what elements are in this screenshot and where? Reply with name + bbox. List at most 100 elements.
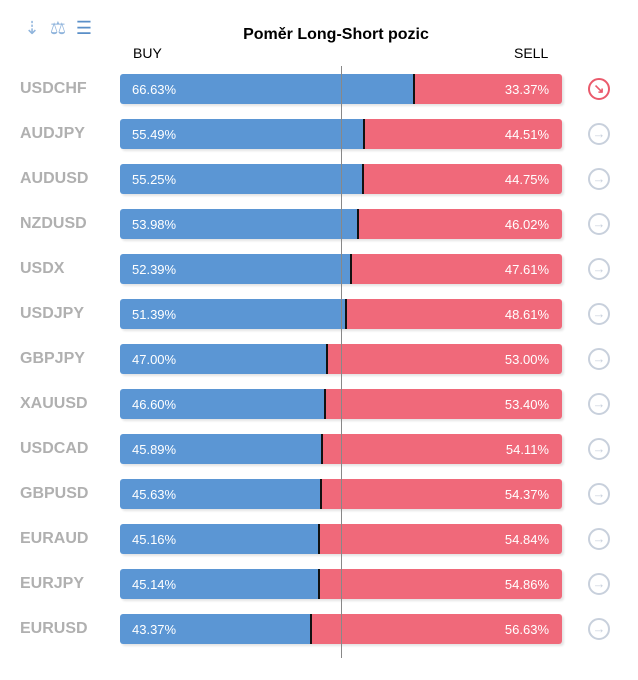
sell-value: 53.40%: [504, 397, 549, 412]
arrow-right-icon[interactable]: →: [588, 618, 610, 640]
sell-value: 46.02%: [504, 217, 549, 232]
arrow-right-icon[interactable]: →: [588, 528, 610, 550]
arrow-right-icon[interactable]: →: [588, 123, 610, 145]
arrow-right-icon[interactable]: →: [588, 573, 610, 595]
list-item[interactable]: AUDJPY 55.49% 44.51% →: [0, 119, 638, 149]
sort-amount-icon[interactable]: ☰: [75, 18, 93, 38]
symbol-label: USDCHF: [20, 80, 87, 97]
page-title: Poměr Long-Short pozic: [243, 26, 429, 43]
buy-header: BUY: [133, 45, 162, 61]
sell-segment: 53.00%: [327, 344, 562, 374]
arrow-right-icon[interactable]: →: [588, 438, 610, 460]
buy-value: 45.16%: [132, 532, 177, 547]
buy-value: 45.63%: [132, 487, 177, 502]
ratio-bar: 45.14% 54.86%: [120, 569, 562, 599]
buy-segment: 45.14%: [120, 569, 320, 599]
arrow-right-icon[interactable]: →: [588, 483, 610, 505]
sell-value: 54.37%: [504, 487, 549, 502]
symbol-label: NZDUSD: [20, 215, 87, 232]
sell-segment: 54.37%: [321, 479, 562, 509]
list-item[interactable]: USDCAD 45.89% 54.11% →: [0, 434, 638, 464]
list-item[interactable]: AUDUSD 55.25% 44.75% →: [0, 164, 638, 194]
buy-value: 55.25%: [132, 172, 177, 187]
sell-value: 47.61%: [504, 262, 549, 277]
sort-alpha-icon[interactable]: ⇣: [24, 18, 40, 38]
arrow-right-icon[interactable]: →: [588, 213, 610, 235]
arrow-right-icon[interactable]: →: [588, 258, 610, 280]
symbol-label: GBPJPY: [20, 350, 85, 367]
sell-value: 48.61%: [504, 307, 549, 322]
list-item[interactable]: NZDUSD 53.98% 46.02% →: [0, 209, 638, 239]
list-item[interactable]: XAUUSD 46.60% 53.40% →: [0, 389, 638, 419]
list-item[interactable]: USDX 52.39% 47.61% →: [0, 254, 638, 284]
toolbar: ⇣ ⚖ ☰: [22, 16, 94, 40]
buy-value: 55.49%: [132, 127, 177, 142]
buy-segment: 47.00%: [120, 344, 328, 374]
buy-segment: 46.60%: [120, 389, 326, 419]
buy-segment: 55.25%: [120, 164, 365, 194]
sell-segment: 47.61%: [351, 254, 562, 284]
arrow-right-icon[interactable]: →: [588, 168, 610, 190]
balance-icon[interactable]: ⚖: [49, 18, 67, 38]
symbol-label: EURAUD: [20, 530, 89, 547]
sell-header: SELL: [514, 45, 549, 61]
sell-segment: 33.37%: [414, 74, 562, 104]
ratio-bar: 52.39% 47.61%: [120, 254, 562, 284]
symbol-label: GBPUSD: [20, 485, 89, 502]
buy-value: 43.37%: [132, 622, 177, 637]
sell-value: 54.11%: [505, 442, 549, 457]
sell-value: 54.84%: [504, 532, 549, 547]
list-item[interactable]: GBPJPY 47.00% 53.00% →: [0, 344, 638, 374]
sell-value: 44.51%: [504, 127, 549, 142]
buy-segment: 45.16%: [120, 524, 320, 554]
buy-value: 52.39%: [132, 262, 177, 277]
symbol-label: USDX: [20, 260, 65, 277]
list-item[interactable]: USDJPY 51.39% 48.61% →: [0, 299, 638, 329]
symbol-label: EURUSD: [20, 620, 88, 637]
buy-value: 66.63%: [132, 82, 177, 97]
ratio-bar: 45.89% 54.11%: [120, 434, 562, 464]
buy-segment: 66.63%: [120, 74, 415, 104]
arrow-right-icon[interactable]: →: [588, 393, 610, 415]
ratio-bar: 46.60% 53.40%: [120, 389, 562, 419]
sell-segment: 48.61%: [347, 299, 562, 329]
center-line: [341, 66, 342, 658]
sell-segment: 44.51%: [365, 119, 562, 149]
sell-segment: 54.86%: [319, 569, 562, 599]
sell-segment: 46.02%: [358, 209, 562, 239]
symbol-label: USDCAD: [20, 440, 89, 457]
buy-value: 46.60%: [132, 397, 177, 412]
list-item[interactable]: EURJPY 45.14% 54.86% →: [0, 569, 638, 599]
sell-value: 54.86%: [504, 577, 549, 592]
buy-value: 47.00%: [132, 352, 177, 367]
buy-value: 51.39%: [132, 307, 177, 322]
ratio-bar: 53.98% 46.02%: [120, 209, 562, 239]
buy-segment: 43.37%: [120, 614, 312, 644]
symbol-label: AUDJPY: [20, 125, 85, 142]
symbol-label: XAUUSD: [20, 395, 88, 412]
ratio-bar: 55.25% 44.75%: [120, 164, 562, 194]
ratio-bar: 55.49% 44.51%: [120, 119, 562, 149]
list-item[interactable]: EURUSD 43.37% 56.63% →: [0, 614, 638, 644]
arrow-right-icon[interactable]: →: [588, 348, 610, 370]
list-item[interactable]: USDCHF 66.63% 33.37% ↘: [0, 74, 638, 104]
sell-segment: 53.40%: [325, 389, 562, 419]
buy-segment: 45.89%: [120, 434, 323, 464]
sell-value: 53.00%: [504, 352, 549, 367]
ratio-bar: 47.00% 53.00%: [120, 344, 562, 374]
buy-value: 45.89%: [132, 442, 177, 457]
sell-segment: 54.11%: [322, 434, 562, 464]
sell-segment: 54.84%: [319, 524, 562, 554]
arrow-right-icon[interactable]: →: [588, 303, 610, 325]
buy-segment: 55.49%: [120, 119, 366, 149]
symbol-label: EURJPY: [20, 575, 85, 592]
ratio-bar: 43.37% 56.63%: [120, 614, 562, 644]
list-item[interactable]: EURAUD 45.16% 54.84% →: [0, 524, 638, 554]
symbol-label: AUDUSD: [20, 170, 89, 187]
ratio-bar: 66.63% 33.37%: [120, 74, 562, 104]
list-item[interactable]: GBPUSD 45.63% 54.37% →: [0, 479, 638, 509]
buy-segment: 51.39%: [120, 299, 348, 329]
arrow-down-right-icon[interactable]: ↘: [588, 78, 610, 100]
sell-value: 33.37%: [504, 82, 549, 97]
sell-segment: 44.75%: [364, 164, 562, 194]
